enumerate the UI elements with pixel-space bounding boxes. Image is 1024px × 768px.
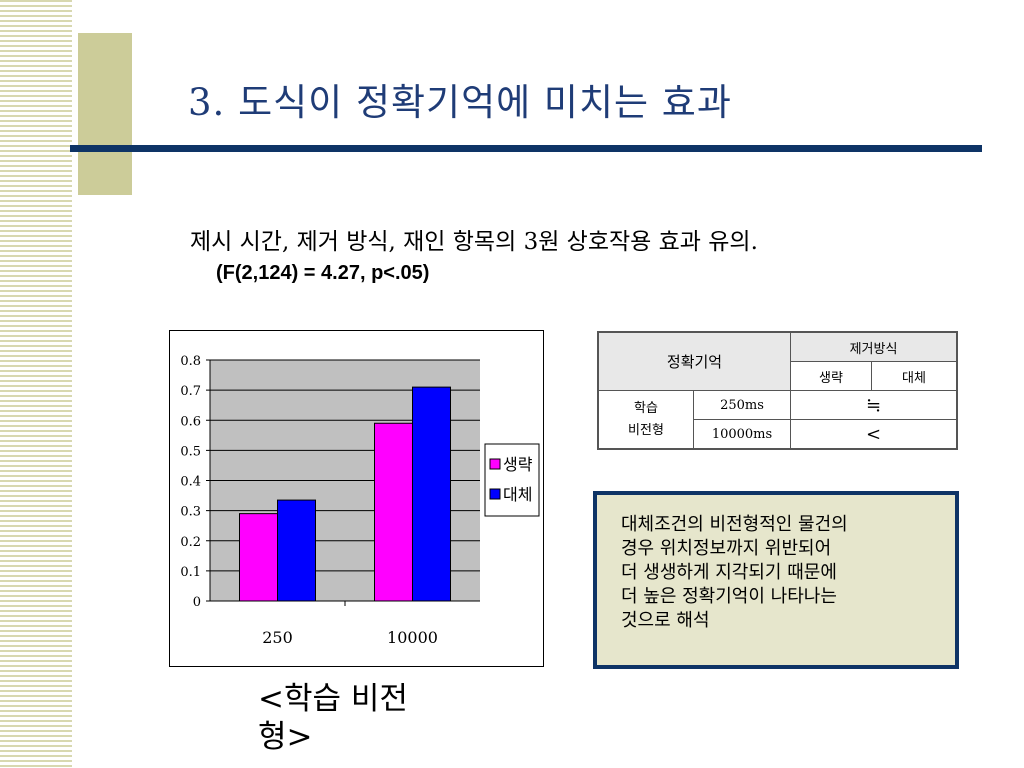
table-row-label: 250ms: [693, 390, 791, 420]
y-tick-label: 0.4: [180, 475, 201, 490]
table-col-header: 생략: [790, 361, 872, 391]
x-tick-label: 10000: [387, 628, 438, 647]
y-tick-label: 0: [193, 595, 201, 610]
y-tick-label: 0.8: [180, 354, 201, 369]
x-tick-label: 250: [262, 628, 293, 647]
table-row-label: 10000ms: [693, 419, 791, 450]
chart-caption: <학습 비전 형>: [258, 680, 408, 756]
accent-block: [78, 33, 132, 195]
decorative-stripes: [0, 0, 72, 768]
table-row-group: 학습 비전형: [597, 390, 694, 450]
note-line: 더 생생하게 지각되기 때문에: [621, 562, 837, 583]
caption-line: 형>: [258, 719, 313, 755]
bar: [277, 499, 316, 602]
y-tick-label: 0.5: [180, 444, 201, 459]
slide-title: 3. 도식이 정확기억에 미치는 효과: [188, 81, 732, 124]
interpretation-note: 대체조건의 비전형적인 물건의 경우 위치정보까지 위반되어 더 생생하게 지각…: [593, 491, 959, 669]
bar: [239, 513, 278, 602]
note-line: 더 높은 정확기억이 나타나는: [621, 586, 837, 607]
table-corner: 정확기억: [597, 331, 791, 391]
bar: [374, 422, 413, 602]
y-tick-label: 0.1: [180, 565, 201, 580]
note-line: 대체조건의 비전형적인 물건의: [621, 514, 848, 535]
y-tick-label: 0.6: [180, 414, 201, 429]
legend-label: 대체: [503, 485, 532, 504]
caption-line: <학습 비전: [258, 681, 408, 717]
condition-table: 정확기억 제거방식 생략 대체 학습 비전형 250ms ≒ 10000ms <: [597, 331, 958, 450]
summary-text: 제시 시간, 제거 방식, 재인 항목의 3원 상호작용 효과 유의.: [190, 229, 758, 255]
y-tick-label: 0.3: [180, 505, 201, 520]
table-col-header: 대체: [871, 361, 958, 391]
note-line: 것으로 해석: [621, 610, 710, 631]
bar: [412, 386, 451, 602]
legend-swatch: [489, 458, 501, 470]
legend-label: 생략: [503, 455, 533, 474]
row-group-line: 학습: [634, 400, 658, 416]
legend-swatch: [489, 488, 501, 500]
legend: [484, 443, 540, 517]
note-line: 경우 위치정보까지 위반되어: [621, 538, 832, 559]
title-underline: [70, 145, 982, 152]
y-tick-label: 0.2: [180, 535, 201, 550]
row-group-line: 비전형: [628, 422, 664, 438]
stat-text: (F(2,124) = 4.27, p<.05): [216, 262, 430, 284]
table-cell-value: <: [790, 419, 958, 450]
table-cell-value: ≒: [790, 390, 958, 420]
y-tick-label: 0.7: [180, 384, 201, 399]
table-group-header: 제거방식: [790, 331, 958, 362]
